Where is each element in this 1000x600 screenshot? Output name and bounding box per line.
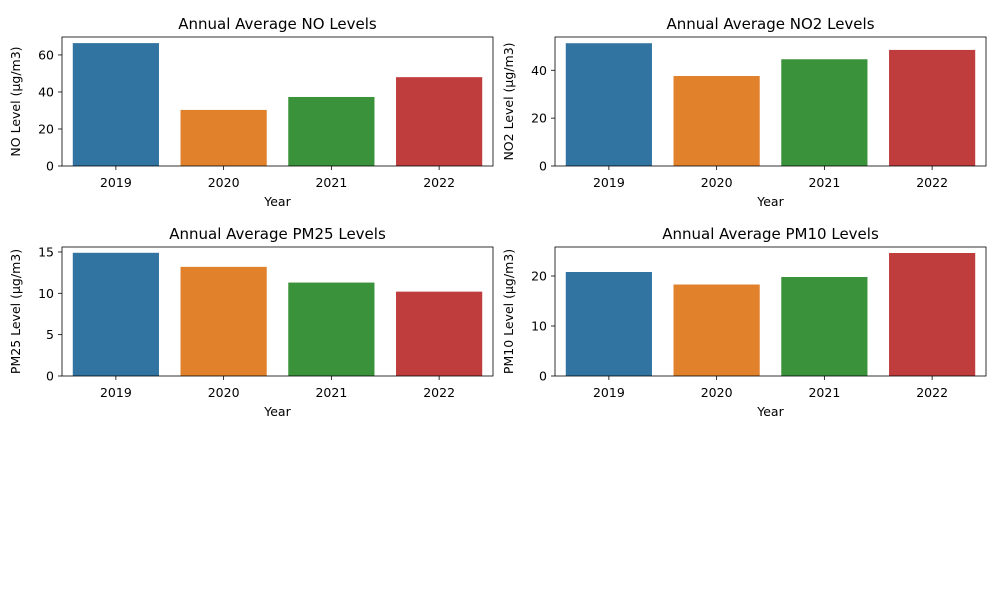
x-tick-label: 2022 — [916, 175, 948, 190]
bar-2021 — [781, 59, 868, 167]
y-tick-label: 0 — [539, 369, 547, 384]
x-tick-label: 2021 — [808, 385, 840, 400]
chart-panel-no: Annual Average NO Levels Year NO Level (… — [8, 15, 494, 209]
x-tick-label: 2021 — [808, 175, 840, 190]
bar-2019 — [72, 252, 159, 376]
x-tick-label: 2019 — [593, 175, 625, 190]
x-tick-label: 2020 — [208, 175, 240, 190]
y-tick-label: 60 — [38, 47, 54, 62]
chart-title: Annual Average NO Levels — [178, 15, 377, 33]
y-axis-label: PM25 Level (µg/m3) — [8, 249, 23, 374]
bar-2022 — [396, 291, 483, 376]
bar-2022 — [396, 77, 483, 166]
bar-2020 — [180, 109, 267, 166]
x-axis-label: Year — [263, 404, 291, 419]
x-tick-label: 2022 — [916, 385, 948, 400]
chart-panel-pm25: Annual Average PM25 Levels Year PM25 Lev… — [8, 225, 494, 419]
bar-2022 — [889, 253, 976, 376]
y-tick-label: 10 — [531, 319, 547, 334]
x-tick-label: 2019 — [593, 385, 625, 400]
y-tick-label: 20 — [531, 269, 547, 284]
y-tick-label: 20 — [531, 111, 547, 126]
chart-title: Annual Average PM25 Levels — [169, 225, 386, 243]
y-tick-label: 0 — [46, 159, 54, 174]
y-tick-label: 5 — [46, 327, 54, 342]
x-tick-label: 2022 — [423, 385, 455, 400]
x-axis-label: Year — [756, 194, 784, 209]
bar-2019 — [72, 43, 159, 166]
axes-frame — [554, 36, 987, 167]
bar-2020 — [180, 266, 267, 376]
bar-2021 — [288, 96, 375, 166]
axes-frame — [554, 246, 987, 377]
y-axis-label: NO Level (µg/m3) — [8, 46, 23, 156]
x-tick-label: 2021 — [315, 175, 347, 190]
bar-2020 — [673, 76, 760, 166]
x-tick-label: 2020 — [701, 175, 733, 190]
y-tick-label: 40 — [38, 84, 54, 99]
bar-2021 — [781, 277, 868, 376]
y-tick-label: 20 — [38, 121, 54, 136]
bar-2019 — [565, 272, 652, 376]
chart-panel-no2: Annual Average NO2 Levels Year NO2 Level… — [501, 15, 987, 209]
x-axis-label: Year — [263, 194, 291, 209]
y-tick-label: 40 — [531, 63, 547, 78]
y-tick-label: 0 — [46, 369, 54, 384]
axes-frame — [61, 246, 494, 377]
bar-2022 — [889, 49, 976, 166]
x-tick-label: 2019 — [100, 175, 132, 190]
x-axis-label: Year — [756, 404, 784, 419]
x-tick-label: 2021 — [315, 385, 347, 400]
axes-frame — [61, 36, 494, 167]
y-tick-label: 10 — [38, 286, 54, 301]
y-tick-label: 15 — [38, 244, 54, 259]
bar-2020 — [673, 284, 760, 376]
y-axis-label: PM10 Level (µg/m3) — [501, 249, 516, 374]
y-tick-label: 0 — [539, 159, 547, 174]
x-tick-label: 2019 — [100, 385, 132, 400]
bar-2019 — [565, 43, 652, 166]
chart-title: Annual Average NO2 Levels — [666, 15, 874, 33]
chart-panel-pm10: Annual Average PM10 Levels Year PM10 Lev… — [501, 225, 987, 419]
y-axis-label: NO2 Level (µg/m3) — [501, 42, 516, 160]
x-tick-label: 2020 — [208, 385, 240, 400]
bar-2021 — [288, 282, 375, 376]
chart-title: Annual Average PM10 Levels — [662, 225, 879, 243]
x-tick-label: 2020 — [701, 385, 733, 400]
x-tick-label: 2022 — [423, 175, 455, 190]
